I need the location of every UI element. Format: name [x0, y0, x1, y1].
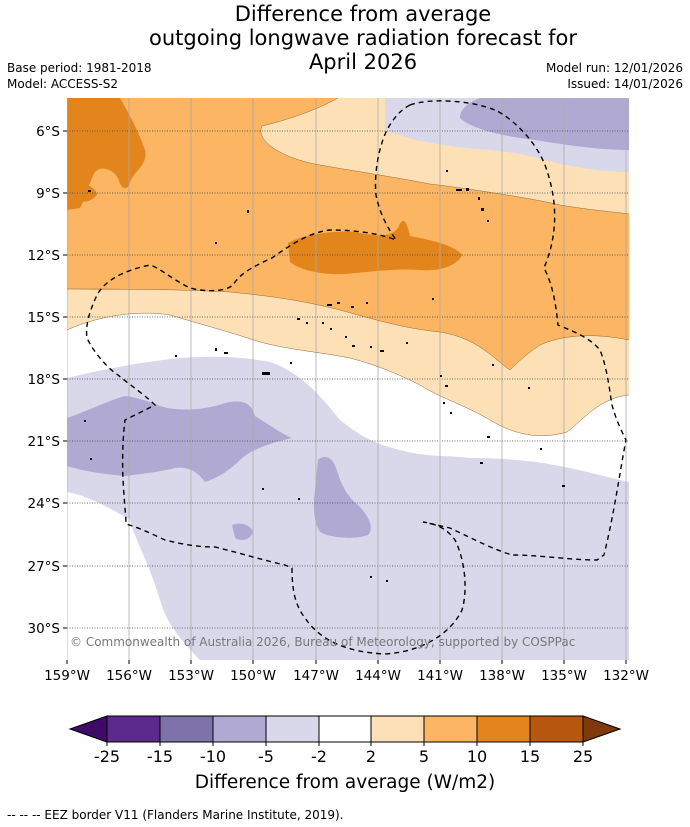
lon-label: 156°W	[106, 668, 152, 684]
colorbar-under-arrow	[68, 715, 108, 743]
lon-ticks	[66, 660, 627, 664]
colorbar: -25 -15 -10 -5 -2 2 5 10 15 25 Differenc…	[68, 715, 622, 793]
contour-lines	[67, 98, 629, 437]
lat-grid	[67, 130, 629, 629]
colorbar-tick-labels: -25 -15 -10 -5 -2 2 5 10 15 25	[94, 747, 593, 766]
lat-label: 9°S	[36, 186, 60, 202]
colorbar-tick-label: 2	[366, 747, 376, 766]
lon-grid	[67, 98, 627, 660]
lon-label: 135°W	[541, 668, 587, 684]
title-line-3: April 2026	[308, 50, 418, 74]
band-minus5-to-minus10-small	[232, 523, 253, 540]
lat-labels: 6°S 9°S 12°S 15°S 18°S 21°S 24°S 27°S 30…	[28, 124, 61, 637]
colorbar-tick-label: 5	[419, 747, 429, 766]
lat-label: 27°S	[28, 559, 61, 575]
colorbar-segment	[424, 716, 477, 742]
lon-labels: 159°W 156°W 153°W 150°W 147°W 144°W 141°…	[44, 668, 649, 684]
lon-label: 138°W	[479, 668, 525, 684]
meta-right: Model run: 12/01/2026 Issued: 14/01/2026	[546, 60, 683, 92]
colorbar-segment	[530, 716, 583, 742]
colorbar-tick-label: -25	[94, 747, 120, 766]
lat-label: 21°S	[28, 434, 61, 450]
title-line-1: Difference from average	[234, 2, 492, 26]
lon-label: 159°W	[44, 668, 90, 684]
lon-label: 153°W	[168, 668, 214, 684]
band-minus2-to-minus5-islet	[619, 588, 629, 605]
band-10-to-15-central	[288, 220, 462, 275]
eez-legend-note: -- -- -- EEZ border V11 (Flanders Marine…	[7, 808, 344, 822]
colorbar-tick-label: 25	[573, 747, 593, 766]
colorbar-tick-label: -10	[200, 747, 226, 766]
island-markers	[84, 170, 565, 582]
lon-label: 132°W	[603, 668, 649, 684]
colorbar-tick-label: -2	[311, 747, 327, 766]
eez-border	[85, 100, 627, 655]
band-10-to-15-north	[67, 98, 146, 210]
map-title: Difference from average outgoing longwav…	[0, 2, 690, 74]
colorbar-segment	[213, 716, 266, 742]
colorbar-tick-label: -15	[147, 747, 173, 766]
colorbar-over-arrow	[582, 715, 622, 743]
colorbar-segment	[160, 716, 213, 742]
lon-label: 147°W	[293, 668, 339, 684]
lat-label: 12°S	[28, 248, 61, 264]
colorbar-segment	[266, 716, 319, 742]
lat-label: 30°S	[28, 621, 61, 637]
lat-label: 6°S	[36, 124, 60, 140]
issued-date: Issued: 14/01/2026	[567, 77, 683, 91]
model-run: Model run: 12/01/2026	[545, 61, 683, 75]
colorbar-tick-label: 15	[520, 747, 540, 766]
band-minus5-to-minus10-center	[313, 456, 371, 538]
colorbar-segment	[477, 716, 530, 742]
lon-label: 141°W	[417, 668, 463, 684]
copyright-note: © Commonwealth of Australia 2026, Bureau…	[70, 635, 575, 649]
colorbar-tick-label: -5	[258, 747, 274, 766]
lat-ticks	[63, 130, 67, 629]
colorbar-title: Difference from average (W/m2)	[195, 772, 496, 793]
lon-label: 144°W	[355, 668, 401, 684]
colorbar-segment	[371, 716, 424, 742]
lon-label: 150°W	[230, 668, 276, 684]
base-period: Base period: 1981-2018	[7, 61, 152, 75]
lat-label: 15°S	[28, 310, 61, 326]
map-plot-area	[67, 98, 629, 660]
title-line-2: outgoing longwave radiation forecast for	[148, 26, 578, 50]
meta-left: Base period: 1981-2018 Model: ACCESS-S2	[7, 60, 152, 92]
colorbar-segment	[107, 716, 160, 742]
band-minus5-to-minus10-west	[67, 396, 292, 482]
lat-label: 18°S	[28, 372, 61, 388]
colorbar-outlines	[106, 715, 584, 746]
colorbar-tick-label: 10	[467, 747, 487, 766]
lat-label: 24°S	[28, 496, 61, 512]
colorbar-segment	[319, 716, 371, 742]
model-name: Model: ACCESS-S2	[7, 77, 119, 91]
